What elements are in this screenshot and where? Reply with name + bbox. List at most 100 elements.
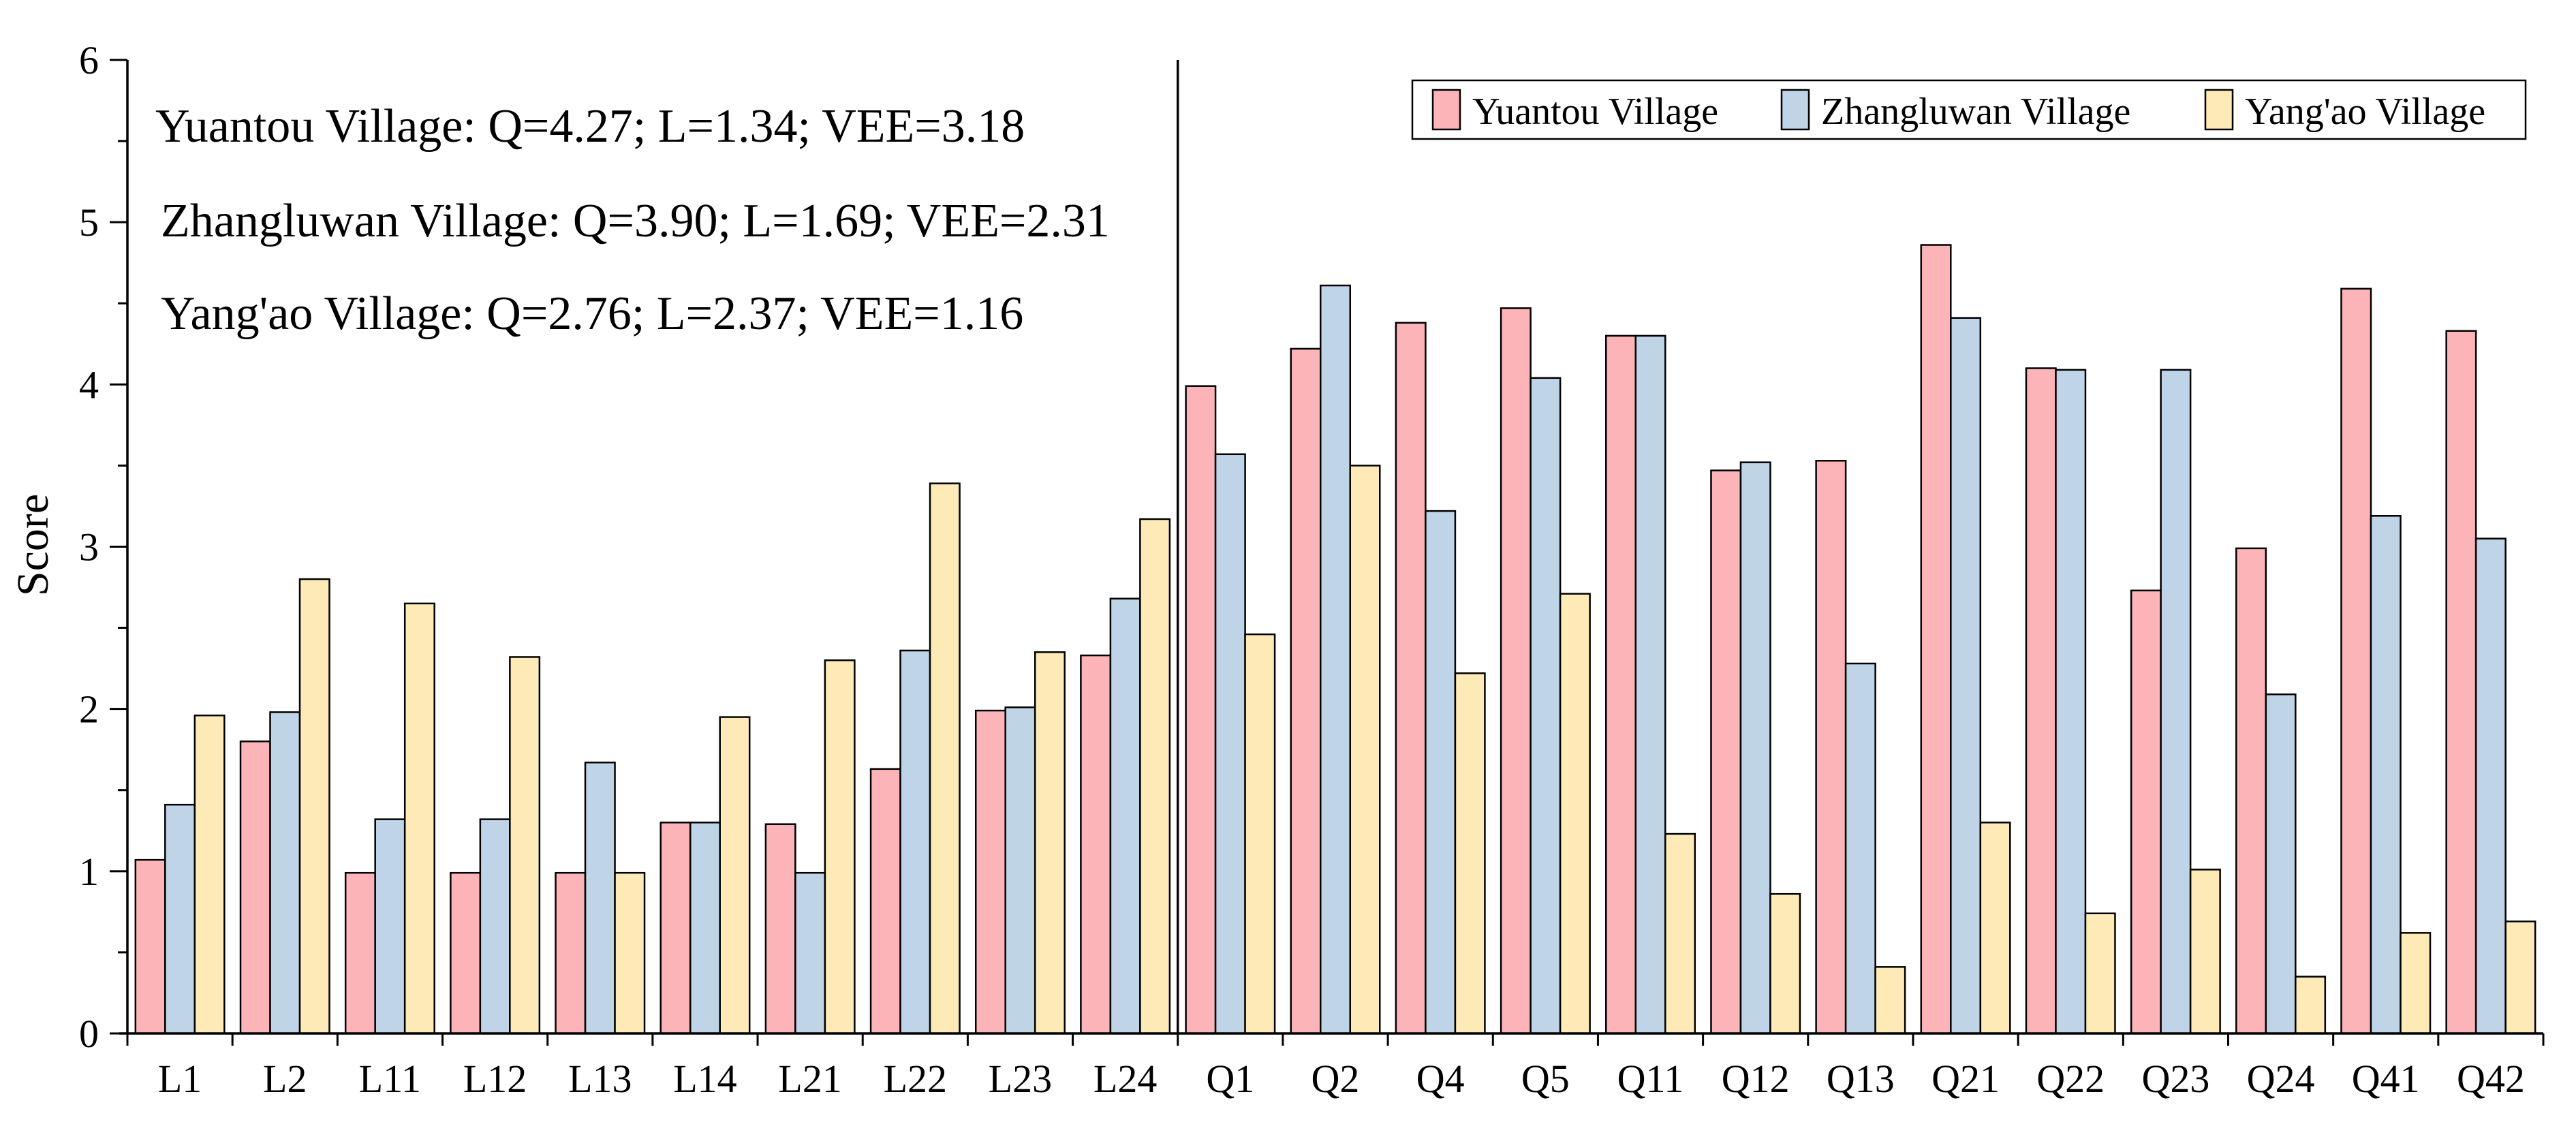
x-tick-label-Q11: Q11 bbox=[1617, 1057, 1684, 1101]
bar-Q11-yang-ao-village bbox=[1664, 832, 1696, 1035]
x-tick-label-Q13: Q13 bbox=[1827, 1057, 1895, 1101]
legend-box bbox=[1411, 79, 2527, 140]
annotation-line-3: Yang'ao Village: Q=2.76; L=2.37; VEE=1.1… bbox=[161, 287, 1023, 340]
bar-Q21-zhangluwan-village bbox=[1950, 317, 1982, 1035]
bar-Q2-yuantou-village bbox=[1290, 347, 1322, 1035]
bar-L13-yuantou-village bbox=[555, 871, 587, 1035]
x-tick-label-Q23: Q23 bbox=[2141, 1057, 2209, 1101]
bar-Q24-yuantou-village bbox=[2235, 547, 2267, 1035]
bar-Q5-zhangluwan-village bbox=[1530, 377, 1562, 1035]
y-tick-label: 6 bbox=[79, 38, 99, 82]
bar-L1-yuantou-village bbox=[134, 858, 166, 1035]
y-tick-label: 4 bbox=[79, 362, 99, 407]
bar-Q13-yang-ao-village bbox=[1874, 966, 1906, 1035]
bar-L22-yuantou-village bbox=[869, 768, 901, 1035]
bar-Q4-yang-ao-village bbox=[1454, 672, 1486, 1035]
x-tick-label-L14: L14 bbox=[673, 1057, 736, 1101]
bar-L11-yuantou-village bbox=[344, 871, 376, 1035]
x-tick-label-L1: L1 bbox=[158, 1057, 202, 1101]
bar-Q2-yang-ao-village bbox=[1349, 465, 1381, 1035]
bar-L21-zhangluwan-village bbox=[794, 871, 826, 1035]
y-tick-label: 2 bbox=[79, 687, 99, 732]
bar-Q22-zhangluwan-village bbox=[2055, 369, 2087, 1035]
bar-L14-yang-ao-village bbox=[719, 716, 751, 1035]
bar-Q11-yuantou-village bbox=[1605, 334, 1637, 1035]
axes-layer: 0 1 2 3 4 5 6 L1 L2 L11 L12 L13 L14 L21 L22 L23 L24 Q1 Q2 Q… bbox=[79, 38, 2545, 1101]
bar-L24-zhangluwan-village bbox=[1109, 597, 1141, 1035]
x-tick-label-Q2: Q2 bbox=[1312, 1057, 1360, 1101]
bar-L13-zhangluwan-village bbox=[584, 762, 616, 1035]
bar-Q21-yang-ao-village bbox=[1979, 822, 2011, 1035]
x-tick-label-L11: L11 bbox=[359, 1057, 421, 1101]
legend-swatch-yang-ao-village bbox=[2204, 89, 2234, 131]
bar-L12-yang-ao-village bbox=[509, 656, 541, 1035]
bar-Q41-zhangluwan-village bbox=[2370, 515, 2402, 1035]
bar-L21-yuantou-village bbox=[764, 823, 796, 1035]
bar-L11-zhangluwan-village bbox=[374, 818, 406, 1035]
x-tick-label-L23: L23 bbox=[989, 1057, 1052, 1101]
bar-L14-zhangluwan-village bbox=[689, 822, 721, 1035]
bar-Q1-yuantou-village bbox=[1185, 385, 1217, 1035]
bar-L21-yang-ao-village bbox=[824, 659, 856, 1035]
bar-L11-yang-ao-village bbox=[403, 602, 435, 1035]
x-tick-label-Q1: Q1 bbox=[1206, 1057, 1254, 1101]
bar-Q5-yuantou-village bbox=[1500, 307, 1532, 1035]
bar-Q12-zhangluwan-village bbox=[1739, 461, 1771, 1035]
bar-Q12-yang-ao-village bbox=[1769, 892, 1801, 1035]
bar-L24-yuantou-village bbox=[1080, 654, 1112, 1035]
legend-swatch-zhangluwan-village bbox=[1780, 89, 1810, 131]
bar-Q23-zhangluwan-village bbox=[2160, 369, 2192, 1035]
legend: Yuantou Village Zhangluwan Village Yang'ao… bbox=[1411, 79, 2527, 140]
x-tick-label-Q41: Q41 bbox=[2352, 1057, 2420, 1101]
bar-Q13-zhangluwan-village bbox=[1844, 662, 1876, 1035]
bar-L24-yang-ao-village bbox=[1139, 518, 1171, 1035]
bar-Q23-yuantou-village bbox=[2130, 589, 2162, 1035]
legend-label-yuantou-village: Yuantou Village bbox=[1472, 91, 1718, 133]
bar-L13-yang-ao-village bbox=[614, 871, 646, 1035]
x-tick-label-Q24: Q24 bbox=[2247, 1057, 2315, 1101]
annotation-line-2: Zhangluwan Village: Q=3.90; L=1.69; VEE=… bbox=[161, 195, 1110, 247]
y-tick-label: 0 bbox=[79, 1012, 99, 1056]
x-tick-label-L2: L2 bbox=[263, 1057, 307, 1101]
bar-Q4-zhangluwan-village bbox=[1425, 510, 1457, 1035]
legend-swatch-yuantou-village bbox=[1431, 89, 1461, 131]
x-tick-label-L12: L12 bbox=[463, 1057, 527, 1101]
bar-L2-zhangluwan-village bbox=[269, 711, 301, 1035]
y-tick-label: 5 bbox=[79, 200, 99, 245]
legend-label-yang-ao-village: Yang'ao Village bbox=[2245, 91, 2485, 133]
bar-L22-yang-ao-village bbox=[929, 482, 961, 1035]
bar-L23-yang-ao-village bbox=[1034, 651, 1066, 1035]
x-tick-label-Q4: Q4 bbox=[1416, 1057, 1465, 1101]
x-tick-label-L22: L22 bbox=[884, 1057, 947, 1101]
bar-L1-yang-ao-village bbox=[193, 714, 226, 1035]
bar-Q1-zhangluwan-village bbox=[1214, 453, 1246, 1035]
y-tick-label: 1 bbox=[79, 850, 99, 894]
y-axis-label: Score bbox=[8, 494, 58, 596]
bar-Q24-zhangluwan-village bbox=[2265, 693, 2297, 1035]
bar-Q42-zhangluwan-village bbox=[2474, 537, 2507, 1035]
bars-layer bbox=[134, 244, 2536, 1035]
bar-Q41-yang-ao-village bbox=[2400, 932, 2432, 1035]
x-tick-label-Q12: Q12 bbox=[1722, 1057, 1790, 1101]
x-tick-label-L24: L24 bbox=[1093, 1057, 1157, 1101]
x-tick-label-Q21: Q21 bbox=[1931, 1057, 2000, 1101]
bar-Q11-zhangluwan-village bbox=[1634, 334, 1666, 1035]
x-tick-label-Q42: Q42 bbox=[2457, 1057, 2525, 1101]
bar-Q41-yuantou-village bbox=[2340, 287, 2372, 1035]
bar-L23-zhangluwan-village bbox=[1004, 706, 1036, 1035]
bar-Q42-yang-ao-village bbox=[2504, 920, 2536, 1035]
x-tick-label-L21: L21 bbox=[778, 1057, 841, 1101]
bar-Q42-yuantou-village bbox=[2445, 330, 2477, 1035]
bar-Q13-yuantou-village bbox=[1815, 460, 1847, 1035]
annotation-line-1: Yuantou Village: Q=4.27; L=1.34; VEE=3.1… bbox=[155, 100, 1025, 153]
bar-Q21-yuantou-village bbox=[1920, 244, 1952, 1035]
bar-L14-yuantou-village bbox=[659, 822, 692, 1035]
bar-L23-yuantou-village bbox=[974, 709, 1006, 1035]
bar-Q23-yang-ao-village bbox=[2189, 869, 2221, 1035]
bar-Q12-yuantou-village bbox=[1710, 469, 1742, 1035]
bar-L12-zhangluwan-village bbox=[479, 818, 511, 1035]
x-tick-label-Q5: Q5 bbox=[1521, 1057, 1570, 1101]
x-tick-label-Q22: Q22 bbox=[2036, 1057, 2105, 1101]
